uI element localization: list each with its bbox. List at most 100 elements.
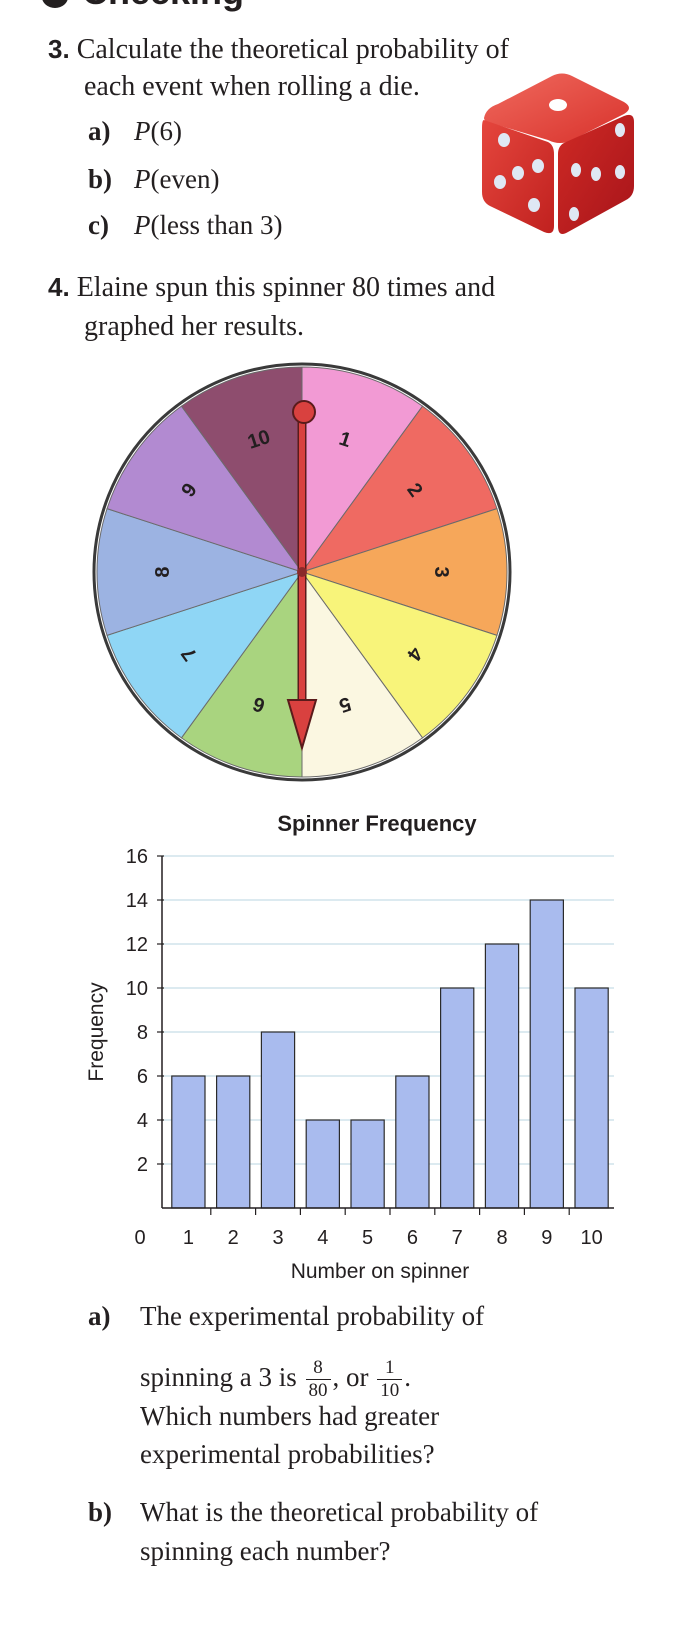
- y-tick-label: 10: [126, 978, 148, 1000]
- spinner-section-4: [300, 571, 498, 739]
- x-tick-label: 3: [272, 1227, 283, 1249]
- y-tick-label: 4: [137, 1110, 148, 1132]
- fraction-numerator: 8: [305, 1357, 331, 1381]
- bar-1: [171, 1075, 206, 1209]
- event-text: (6): [150, 116, 182, 146]
- bar-10: [574, 987, 609, 1209]
- probability-function: P: [134, 210, 151, 240]
- fraction-denominator: 80: [308, 1380, 328, 1402]
- part-a-text: The experimental probability of: [140, 1301, 485, 1331]
- die-pip: [532, 159, 544, 173]
- y-tick-label: 8: [137, 1022, 148, 1044]
- fraction-1-10: 1 10: [377, 1357, 403, 1402]
- die-pip: [615, 165, 625, 179]
- x-tick-label: 5: [362, 1227, 373, 1249]
- x-tick-label: 8: [496, 1227, 507, 1249]
- header-bullet-icon: [42, 0, 68, 8]
- spinner-hub: [297, 567, 307, 577]
- spinner-rim: [92, 362, 512, 782]
- die-pip: [512, 166, 524, 180]
- question-4-part-a-line3: Which numbers had greater: [140, 1401, 440, 1431]
- y-tick-label: 14: [126, 890, 148, 912]
- question-4-part-b-line2: spinning each number?: [140, 1536, 391, 1566]
- x-tick-label: 1: [183, 1227, 194, 1249]
- x-tick-label: 9: [541, 1227, 552, 1249]
- question-3-part-a: a) P(6): [88, 113, 182, 149]
- question-4-text-line2: graphed her results.: [84, 311, 305, 342]
- question-3-number: 3.: [48, 34, 70, 64]
- bar-7: [440, 987, 475, 1209]
- y-tick-label: 16: [126, 846, 148, 868]
- y-tick-label: 2: [137, 1154, 148, 1176]
- spinner-pointer-icon: [286, 400, 318, 752]
- part-label: a): [88, 1301, 111, 1331]
- die-pip: [528, 198, 540, 212]
- section-title: Checking: [82, 0, 244, 10]
- spinner-section-label-8: 8: [152, 566, 174, 577]
- bar-6: [395, 1075, 430, 1209]
- question-4-text-line1: Elaine spun this spinner 80 times and: [76, 272, 496, 303]
- spinner-section-6: [180, 570, 303, 778]
- bar-4: [305, 1119, 340, 1209]
- chart-title: Spinner Frequency: [277, 811, 477, 836]
- die-pip: [569, 207, 579, 221]
- question-4: 4. Elaine spun this spinner 80 times and: [48, 268, 495, 307]
- spinner-frequency-chart: Spinner Frequency Frequency Number on sp…: [85, 811, 614, 1283]
- part-label: b): [88, 1497, 113, 1527]
- spinner-section-label-3: 3: [430, 566, 452, 577]
- probability-function: P: [134, 164, 151, 194]
- part-label: a): [88, 116, 111, 146]
- probability-function: P: [134, 116, 151, 146]
- y-tick-label: 6: [137, 1066, 148, 1088]
- question-4-number: 4.: [48, 272, 70, 302]
- question-3-text-line1: Calculate the theoretical probability of: [76, 34, 509, 65]
- die-pip: [571, 163, 581, 177]
- fraction-8-80: 8 80: [305, 1357, 331, 1402]
- part-a-text: , or: [332, 1362, 369, 1392]
- question-3-text-line2: each event when rolling a die.: [84, 71, 420, 102]
- question-3-part-c: c) P(less than 3): [88, 207, 282, 243]
- x-origin-label: 0: [134, 1227, 145, 1249]
- die-pip: [498, 133, 510, 147]
- spinner-section-9: [106, 405, 304, 573]
- y-axis-label: Frequency: [85, 982, 108, 1082]
- x-axis-label: Number on spinner: [291, 1260, 470, 1283]
- x-tick-label: 6: [407, 1227, 418, 1249]
- die-pip: [591, 167, 601, 181]
- part-label: b): [88, 164, 113, 194]
- die-icon: [482, 73, 634, 234]
- question-3: 3. Calculate the theoretical probability…: [48, 30, 509, 69]
- bar-9: [529, 899, 565, 1209]
- fraction-numerator: 1: [377, 1357, 403, 1381]
- die-pip: [549, 99, 567, 111]
- spinner-section-3: [300, 508, 508, 636]
- x-tick-label: 10: [580, 1227, 602, 1249]
- question-4-part-a-line4: experimental probabilities?: [140, 1439, 435, 1469]
- question-4-part-a-line1: a) The experimental probability of: [88, 1298, 484, 1334]
- event-text: (even): [150, 164, 220, 194]
- part-b-text: What is the theoretical probability of: [140, 1497, 539, 1527]
- fraction-denominator: 10: [380, 1380, 400, 1402]
- spinner-section-1: [301, 366, 424, 574]
- bar-2: [216, 1075, 251, 1209]
- question-4-part-a-line2: spinning a 3 is 8 80 , or 1 10 .: [140, 1352, 411, 1402]
- bar-8: [484, 943, 520, 1209]
- spinner-section-10: [180, 366, 303, 574]
- bar-5: [350, 1119, 385, 1209]
- spinner-section-8: [96, 508, 304, 636]
- die-pip: [494, 175, 506, 189]
- x-tick-label: 7: [452, 1227, 463, 1249]
- part-label: c): [88, 210, 109, 240]
- question-3-part-b: b) P(even): [88, 161, 219, 197]
- x-tick-label: 4: [317, 1227, 328, 1249]
- y-tick-label: 12: [126, 934, 148, 956]
- part-a-text: .: [404, 1362, 412, 1392]
- die-pip: [615, 123, 625, 137]
- spinner-section-5: [301, 570, 424, 778]
- bar-3: [260, 1031, 296, 1209]
- x-tick-label: 2: [228, 1227, 239, 1249]
- part-a-text: spinning a 3 is: [140, 1362, 297, 1392]
- spinner-section-7: [106, 571, 304, 739]
- event-text: (less than 3): [150, 210, 283, 240]
